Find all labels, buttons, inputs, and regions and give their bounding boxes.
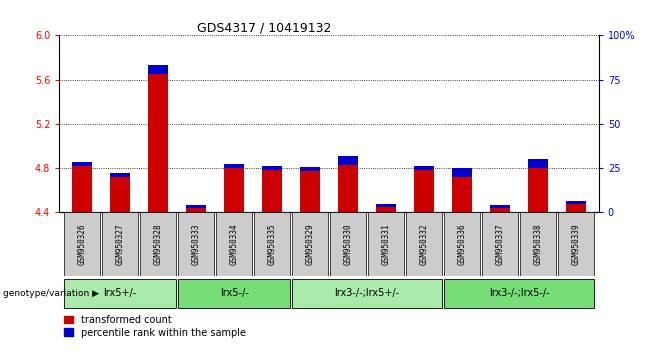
Bar xyxy=(110,177,130,212)
Bar xyxy=(368,212,404,276)
Legend: transformed count, percentile rank within the sample: transformed count, percentile rank withi… xyxy=(64,315,245,337)
Text: lrx3-/-;lrx5-/-: lrx3-/-;lrx5-/- xyxy=(489,288,549,298)
Text: lrx3-/-;lrx5+/-: lrx3-/-;lrx5+/- xyxy=(334,288,399,298)
Bar xyxy=(482,212,519,276)
Bar xyxy=(224,164,245,168)
Bar xyxy=(406,212,442,276)
Bar xyxy=(72,161,93,166)
Text: GSM950339: GSM950339 xyxy=(572,223,580,265)
Bar xyxy=(224,168,245,212)
Bar xyxy=(261,170,282,212)
Bar xyxy=(451,177,472,212)
Bar xyxy=(443,279,594,308)
Text: GSM950334: GSM950334 xyxy=(230,223,238,265)
Text: GSM950336: GSM950336 xyxy=(457,223,467,265)
Bar xyxy=(291,212,328,276)
Bar xyxy=(299,167,320,171)
Text: GSM950335: GSM950335 xyxy=(268,223,276,265)
Bar xyxy=(261,166,282,170)
Bar xyxy=(110,172,130,177)
Bar xyxy=(186,205,207,208)
Bar xyxy=(413,170,434,212)
Bar xyxy=(558,212,594,276)
Bar xyxy=(330,212,367,276)
Bar xyxy=(299,171,320,212)
Bar xyxy=(443,212,480,276)
Bar xyxy=(72,166,93,212)
Bar xyxy=(147,65,168,74)
Bar xyxy=(338,165,359,212)
Bar xyxy=(376,207,396,212)
Bar xyxy=(338,156,359,165)
Bar xyxy=(520,212,556,276)
Bar xyxy=(254,212,290,276)
Text: GSM950331: GSM950331 xyxy=(382,223,390,265)
Bar xyxy=(147,74,168,212)
Bar xyxy=(376,204,396,207)
Text: GSM950337: GSM950337 xyxy=(495,223,505,265)
Text: GSM950333: GSM950333 xyxy=(191,223,201,265)
Text: GSM950338: GSM950338 xyxy=(534,223,542,265)
Bar xyxy=(64,279,176,308)
Text: GSM950330: GSM950330 xyxy=(343,223,353,265)
Text: GSM950326: GSM950326 xyxy=(78,223,86,265)
Bar xyxy=(490,205,511,208)
Bar xyxy=(178,279,290,308)
Bar xyxy=(178,212,215,276)
Text: GSM950327: GSM950327 xyxy=(116,223,124,265)
Bar xyxy=(451,168,472,177)
Bar xyxy=(413,166,434,170)
Bar xyxy=(102,212,138,276)
Bar xyxy=(64,212,100,276)
Bar xyxy=(565,201,586,204)
Bar xyxy=(186,208,207,212)
Text: lrx5+/-: lrx5+/- xyxy=(103,288,137,298)
Title: GDS4317 / 10419132: GDS4317 / 10419132 xyxy=(197,21,332,34)
Bar xyxy=(565,204,586,212)
Text: GSM950329: GSM950329 xyxy=(305,223,315,265)
Bar xyxy=(139,212,176,276)
Bar xyxy=(528,168,548,212)
Bar xyxy=(216,212,252,276)
Text: GSM950332: GSM950332 xyxy=(420,223,428,265)
Text: lrx5-/-: lrx5-/- xyxy=(220,288,248,298)
Bar xyxy=(291,279,442,308)
Bar xyxy=(528,159,548,168)
Bar xyxy=(490,208,511,212)
Text: genotype/variation ▶: genotype/variation ▶ xyxy=(3,289,99,298)
Text: GSM950328: GSM950328 xyxy=(153,223,163,265)
